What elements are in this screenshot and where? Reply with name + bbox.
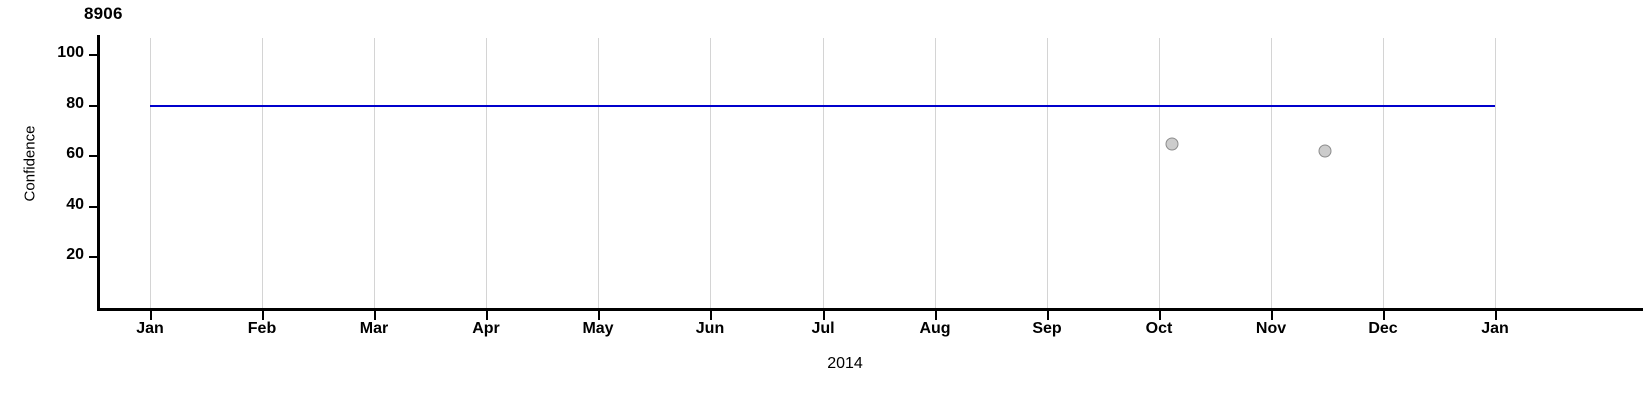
x-tick-label: Mar (359, 320, 389, 337)
x-tick-label: Apr (472, 320, 500, 337)
x-tick-mark (1383, 311, 1385, 320)
x-tick-mark (374, 311, 376, 320)
y-axis-title: Confidence (21, 125, 39, 202)
x-tick-label: Oct (1145, 320, 1173, 337)
x-tick-mark (1047, 311, 1049, 320)
x-axis-title: 2014 (827, 355, 863, 372)
x-axis-line (97, 308, 1643, 311)
x-tick-label: Jan (136, 320, 164, 337)
y-tick-label: 60 (66, 145, 84, 163)
gridline-vertical (823, 38, 824, 308)
threshold-line (150, 104, 1495, 107)
x-tick-mark (598, 311, 600, 320)
x-tick-label: Jun (695, 320, 725, 337)
y-axis-line (97, 35, 100, 310)
data-point[interactable] (1318, 144, 1332, 158)
y-tick-mark (89, 104, 97, 107)
y-tick-mark (89, 155, 97, 158)
y-tick-label: 20 (66, 246, 84, 264)
y-tick-mark (89, 256, 97, 259)
gridline-vertical (262, 38, 263, 308)
x-tick-label: Sep (1032, 320, 1062, 337)
x-tick-mark (486, 311, 488, 320)
x-tick-label: Aug (919, 320, 951, 337)
x-tick-mark (150, 311, 152, 320)
x-tick-label: Jul (811, 320, 835, 337)
y-tick-label: 80 (66, 94, 84, 112)
y-tick-mark (89, 54, 97, 57)
y-tick-mark (89, 205, 97, 208)
gridline-vertical (1047, 38, 1048, 308)
x-tick-label: Dec (1368, 320, 1398, 337)
x-tick-mark (710, 311, 712, 320)
x-tick-mark (1159, 311, 1161, 320)
gridline-vertical (935, 38, 936, 308)
gridline-vertical (486, 38, 487, 308)
x-tick-mark (262, 311, 264, 320)
x-tick-mark (823, 311, 825, 320)
gridline-vertical (1383, 38, 1384, 308)
x-tick-mark (1271, 311, 1273, 320)
x-tick-mark (1495, 311, 1497, 320)
gridline-vertical (374, 38, 375, 308)
gridline-vertical (1271, 38, 1272, 308)
y-tick-label: 40 (66, 195, 84, 213)
y-tick-label: 100 (57, 44, 84, 62)
x-tick-label: Feb (247, 320, 277, 337)
x-tick-label: Jan (1481, 320, 1509, 337)
x-tick-label: May (582, 320, 614, 337)
gridline-vertical (1159, 38, 1160, 308)
x-tick-label: Nov (1255, 320, 1287, 337)
gridline-vertical (710, 38, 711, 308)
x-tick-mark (935, 311, 937, 320)
gridline-vertical (1495, 38, 1496, 308)
gridline-vertical (598, 38, 599, 308)
gridline-vertical (150, 38, 151, 308)
data-point[interactable] (1165, 137, 1179, 151)
chart-title: 8906 (84, 4, 123, 23)
